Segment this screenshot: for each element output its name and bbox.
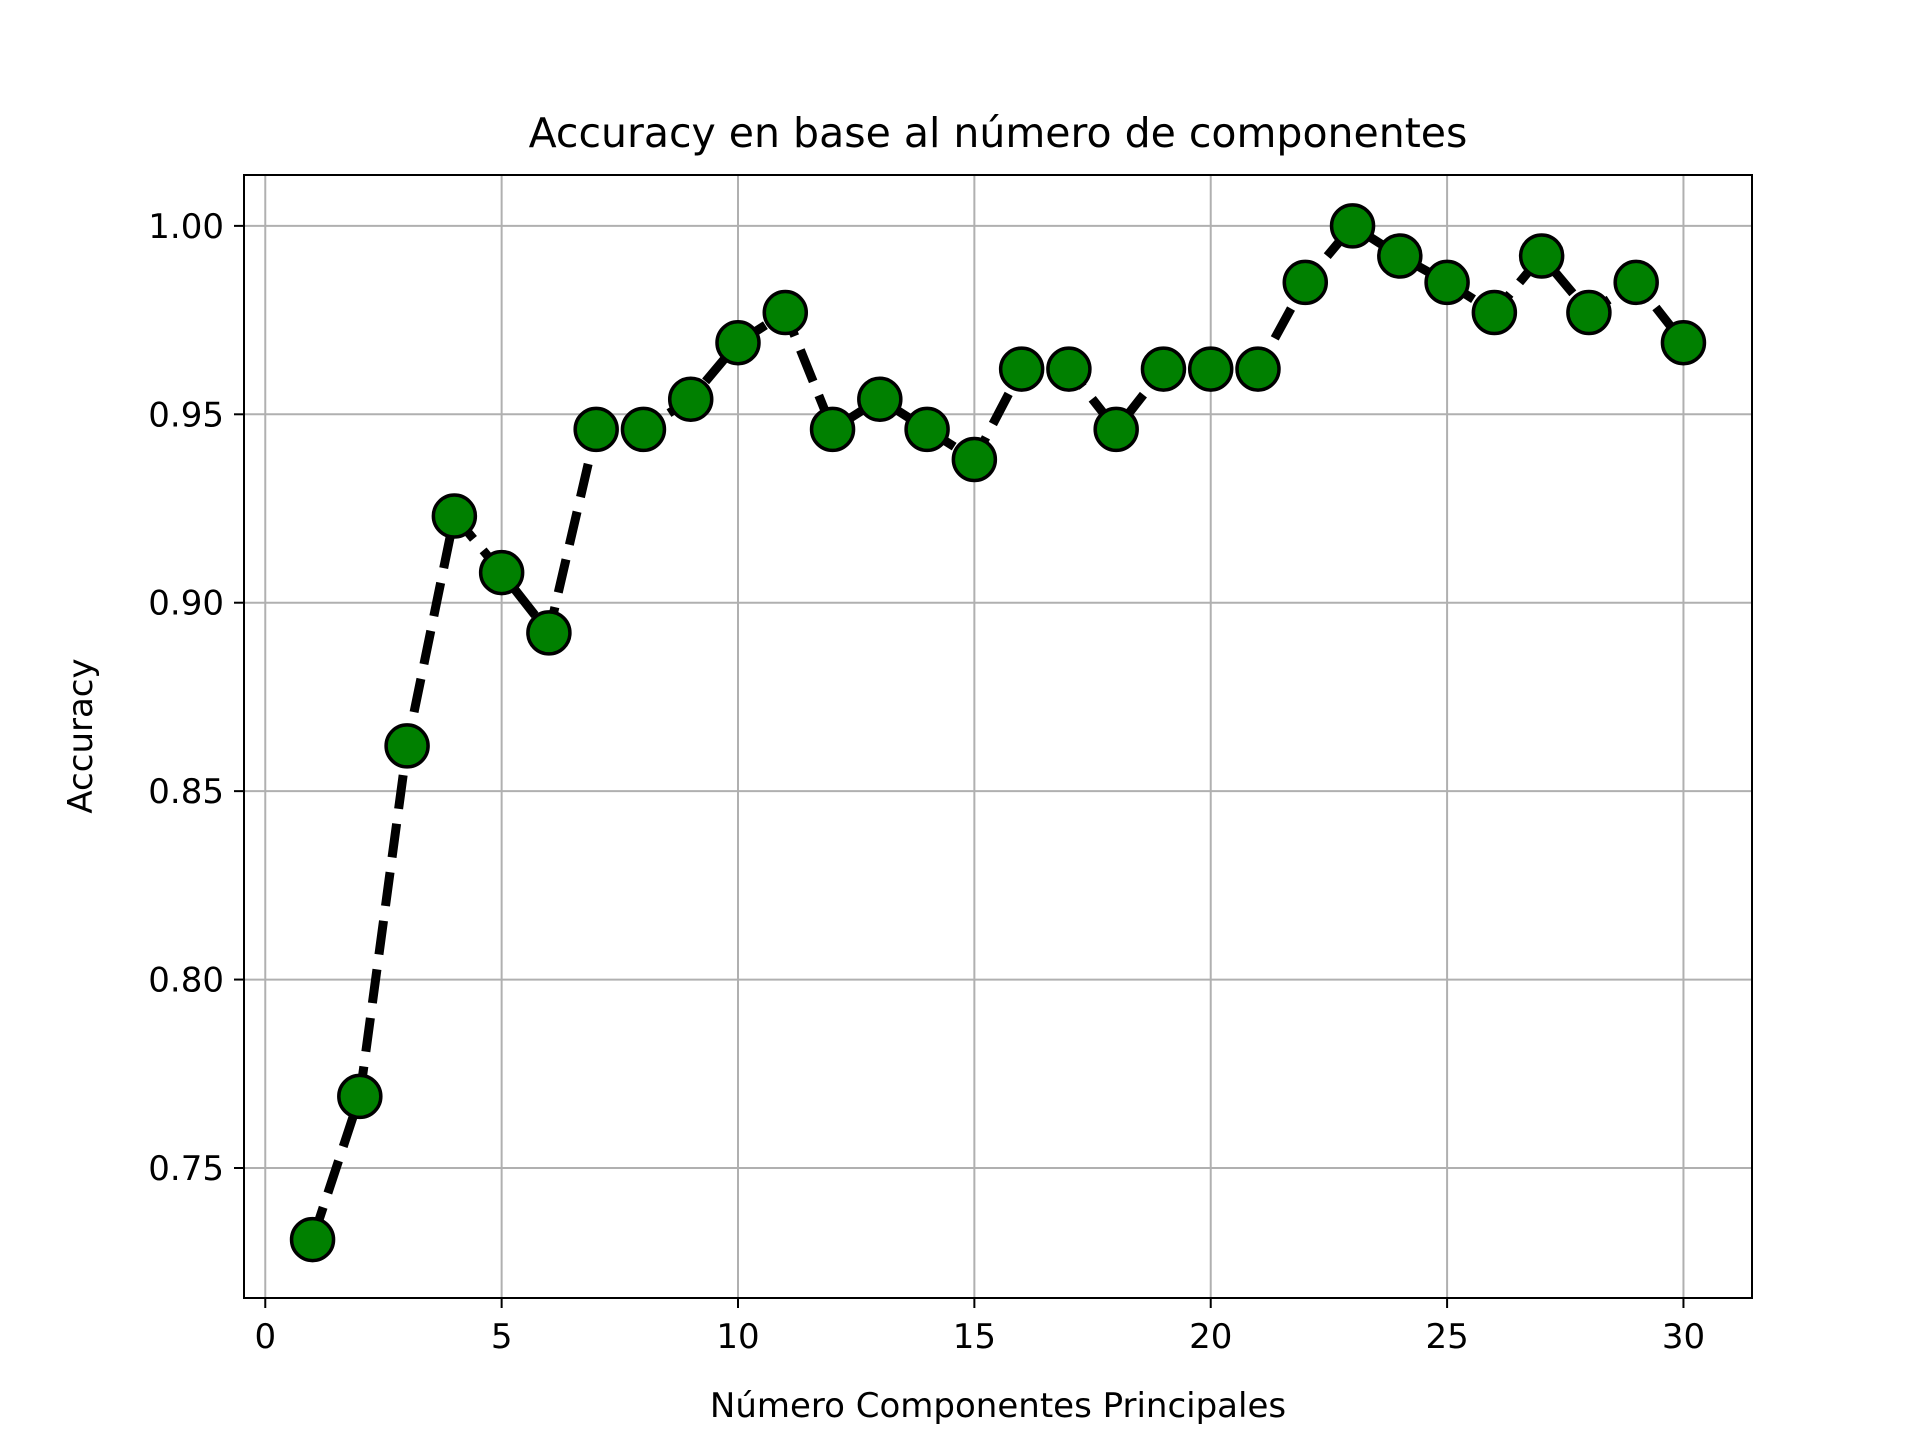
data-point [1471, 289, 1518, 336]
data-markers [289, 203, 1707, 1263]
data-point [1093, 406, 1139, 453]
plot-area [244, 175, 1752, 1298]
data-point [857, 376, 903, 422]
x-tick-label: 10 [716, 1317, 759, 1357]
y-axis-title: Accuracy [61, 658, 101, 813]
data-point [1046, 346, 1092, 392]
x-tick-label: 0 [254, 1317, 276, 1357]
data-point [1613, 259, 1659, 306]
data-point [904, 406, 950, 453]
data-point [1518, 233, 1565, 279]
x-tick-label: 5 [491, 1317, 513, 1357]
data-point [384, 723, 430, 769]
y-tick-label: 0.85 [148, 772, 224, 812]
data-point [715, 319, 761, 366]
x-tick-label: 15 [953, 1317, 996, 1357]
data-point [1140, 346, 1187, 392]
x-tick-label: 30 [1662, 1317, 1705, 1357]
data-point [1329, 203, 1376, 249]
data-point [1282, 259, 1329, 306]
axis-ticks: 0 5 10 15 20 25 30 0.75 0.80 0.85 0.90 0.95 1.00 [148, 207, 1705, 1357]
data-point [620, 406, 667, 453]
data-point [431, 493, 478, 539]
data-point [667, 376, 714, 422]
y-tick-label: 1.00 [148, 207, 224, 247]
data-point [526, 610, 572, 656]
data-point [1187, 346, 1234, 392]
data-point [1235, 346, 1281, 392]
data-point [951, 436, 998, 483]
data-point [478, 549, 525, 596]
data-point [809, 406, 856, 453]
y-tick-label: 0.80 [148, 961, 224, 1001]
data-point [1660, 319, 1707, 366]
data-point [1424, 259, 1470, 306]
x-axis-title: Número Componentes Principales [710, 1386, 1286, 1426]
data-point [289, 1216, 336, 1263]
data-point [1566, 289, 1612, 336]
data-point [1377, 233, 1423, 279]
data-point [762, 289, 809, 336]
x-tick-label: 25 [1425, 1317, 1468, 1357]
y-tick-label: 0.95 [148, 395, 224, 435]
y-tick-label: 0.75 [148, 1149, 224, 1189]
data-point [998, 346, 1045, 392]
plot-frame [243, 174, 1753, 1299]
y-tick-label: 0.90 [148, 584, 224, 624]
data-point [337, 1073, 383, 1120]
chart-title: Accuracy en base al número de componente… [529, 109, 1468, 157]
x-tick-label: 20 [1189, 1317, 1232, 1357]
data-point [573, 406, 619, 453]
